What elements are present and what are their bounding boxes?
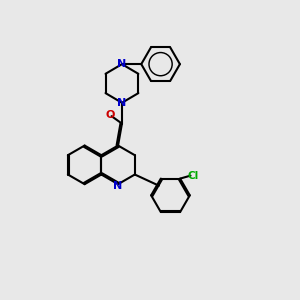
Text: Cl: Cl: [188, 171, 199, 181]
Text: N: N: [117, 98, 127, 108]
Text: N: N: [117, 59, 127, 69]
Text: N: N: [113, 181, 123, 191]
Text: O: O: [105, 110, 115, 120]
